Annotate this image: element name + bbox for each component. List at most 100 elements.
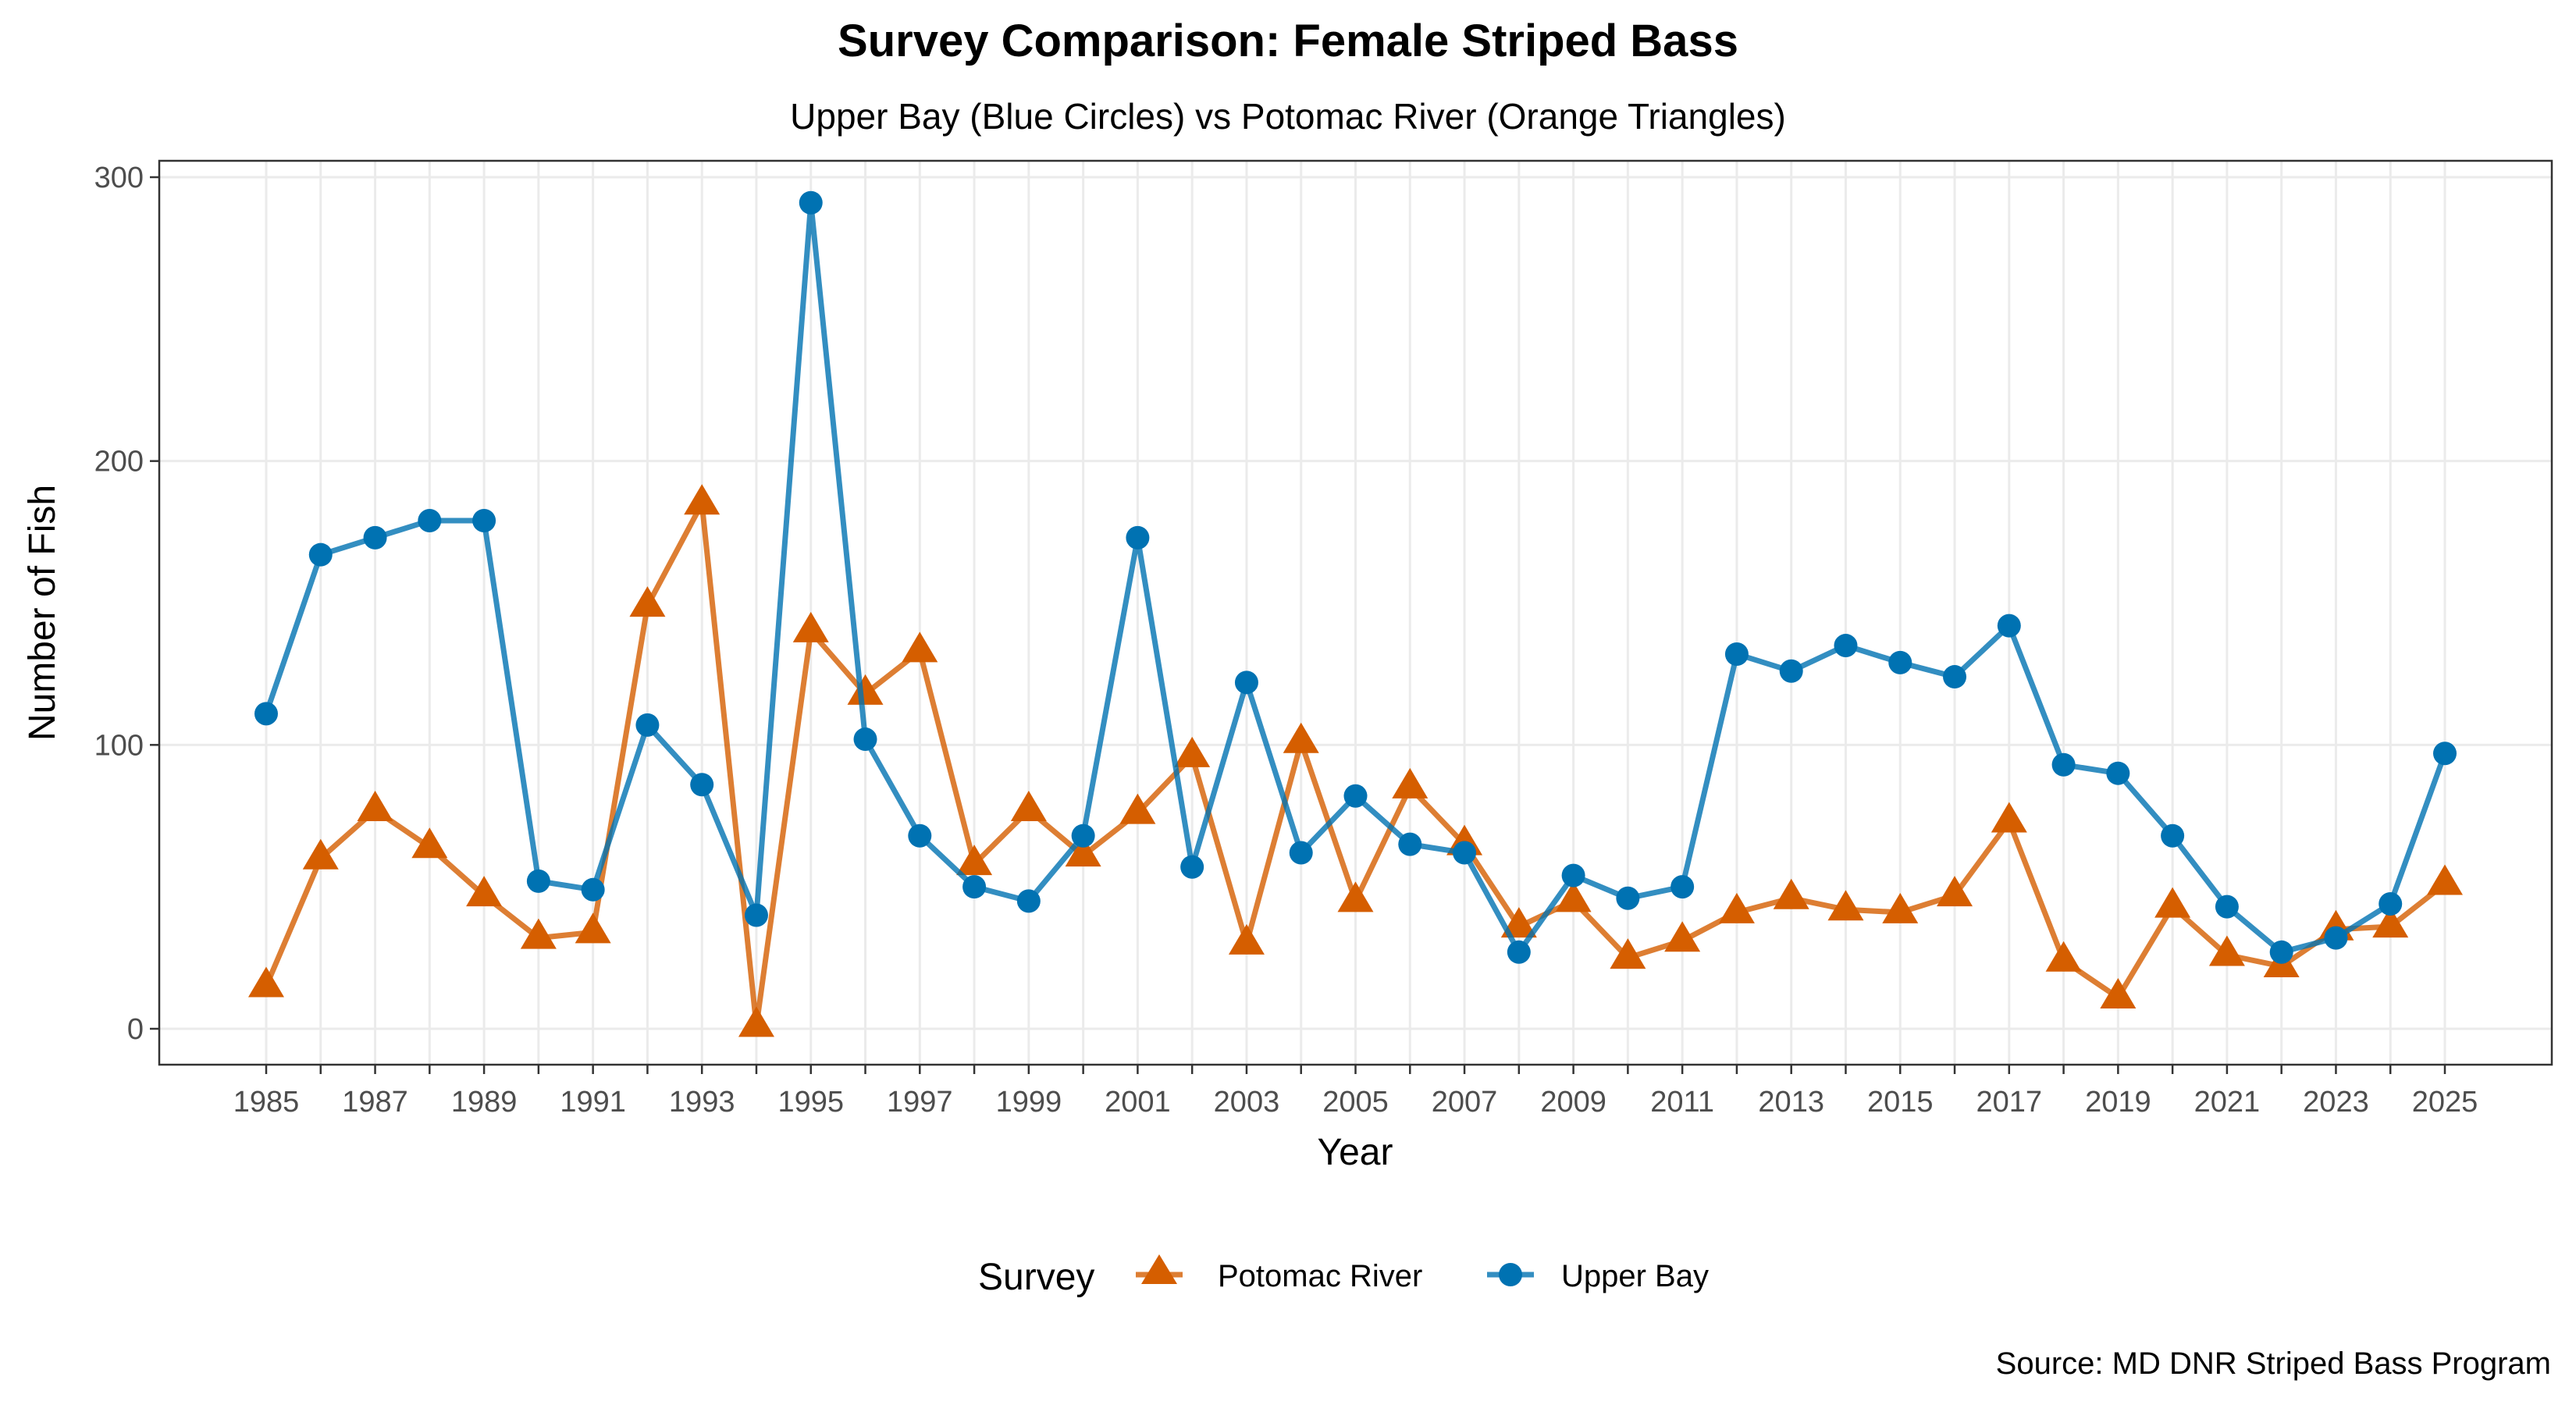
data-point-triangle (684, 484, 720, 515)
data-point-circle (962, 875, 987, 899)
data-point-triangle (248, 966, 284, 998)
data-point-circle (1398, 832, 1422, 856)
x-tick-label: 1991 (560, 1086, 626, 1119)
data-point-circle (799, 190, 823, 215)
data-point-circle (1943, 665, 1967, 689)
caption: Source: MD DNR Striped Bass Program (1996, 1346, 2551, 1381)
x-tick-label: 2019 (2085, 1086, 2151, 1119)
data-point-triangle (2100, 977, 2137, 1008)
x-tick-label: 2001 (1105, 1086, 1171, 1119)
data-point-triangle (1010, 790, 1047, 821)
data-point-circle (1289, 841, 1313, 865)
data-point-circle (690, 773, 714, 797)
data-point-triangle (1174, 736, 1211, 767)
data-point-circle (2269, 940, 2293, 964)
x-tick-label: 2015 (1867, 1086, 1934, 1119)
data-point-circle (1016, 889, 1041, 913)
data-point-circle (472, 509, 496, 533)
x-tick-label: 2023 (2303, 1086, 2369, 1119)
data-point-triangle (2427, 864, 2463, 895)
y-axis-label: Number of Fish (22, 485, 63, 741)
data-point-triangle (956, 845, 993, 876)
x-tick-label: 1999 (996, 1086, 1062, 1119)
data-point-circle (2433, 742, 2457, 766)
data-point-triangle (1283, 722, 1319, 753)
legend-label-potomac: Potomac River (1218, 1259, 1422, 1293)
x-tick-label: 1993 (669, 1086, 735, 1119)
data-point-triangle (1664, 921, 1701, 952)
x-tick-label: 2003 (1214, 1086, 1280, 1119)
x-tick-label: 2013 (1758, 1086, 1824, 1119)
x-tick-label: 2021 (2194, 1086, 2261, 1119)
data-point-triangle (847, 674, 884, 705)
data-point-triangle (1991, 802, 2027, 833)
x-tick-label: 2007 (1432, 1086, 1498, 1119)
data-point-circle (363, 525, 387, 550)
data-point-circle (418, 509, 442, 533)
data-point-triangle (1065, 836, 1101, 867)
data-point-triangle (1119, 793, 1156, 824)
data-point-circle (853, 727, 877, 752)
data-point-triangle (1392, 767, 1429, 799)
series-layer (248, 190, 2463, 1037)
x-tick-label: 1997 (887, 1086, 953, 1119)
data-point-triangle (357, 790, 393, 821)
data-point-circle (254, 702, 278, 726)
x-tick-label: 2025 (2412, 1086, 2478, 1119)
legend-title: Survey (978, 1257, 1094, 1298)
circle-marker-icon (1499, 1263, 1522, 1286)
data-point-triangle (1882, 892, 1919, 923)
data-point-circle (581, 877, 605, 902)
data-point-circle (2324, 926, 2348, 950)
x-tick-label: 1987 (342, 1086, 408, 1119)
data-point-circle (1180, 855, 1204, 879)
data-point-circle (908, 823, 932, 848)
data-point-circle (1834, 634, 1858, 658)
x-tick-label: 1985 (233, 1086, 300, 1119)
x-tick-label: 2009 (1540, 1086, 1606, 1119)
data-point-triangle (466, 876, 503, 907)
data-point-circle (526, 869, 550, 893)
data-point-triangle (1937, 876, 1973, 907)
axes: 0 100 200 300 1985 1987 1989 1991 1993 1995 1997 19… (94, 162, 2478, 1119)
y-tick-label: 300 (94, 162, 144, 194)
data-point-circle (1888, 650, 1912, 674)
data-point-circle (2379, 891, 2403, 916)
data-point-circle (2106, 761, 2130, 785)
data-point-circle (1071, 823, 1095, 848)
data-point-circle (1343, 784, 1368, 808)
data-point-triangle (2045, 941, 2082, 972)
data-point-triangle (302, 838, 339, 870)
data-point-circle (1997, 614, 2021, 638)
data-point-triangle (792, 611, 829, 642)
legend-item-potomac: Potomac River (1136, 1254, 1422, 1293)
grid (159, 161, 2552, 1065)
data-point-circle (1724, 642, 1749, 666)
data-point-circle (1616, 886, 1640, 910)
data-point-triangle (629, 586, 666, 617)
x-tick-label: 1989 (451, 1086, 518, 1119)
data-point-circle (1670, 875, 1695, 899)
chart-subtitle: Upper Bay (Blue Circles) vs Potomac Rive… (790, 96, 1786, 137)
data-point-triangle (1773, 878, 1809, 909)
y-tick-label: 100 (94, 729, 144, 762)
triangle-marker-icon (1141, 1254, 1177, 1284)
data-point-triangle (1500, 907, 1537, 938)
data-point-circle (2161, 823, 2185, 848)
data-point-triangle (1337, 881, 1374, 912)
data-point-triangle (1610, 938, 1646, 969)
data-point-circle (1561, 863, 1585, 887)
data-point-circle (1507, 940, 1531, 964)
data-point-triangle (1228, 923, 1265, 955)
data-point-triangle (575, 912, 611, 944)
data-point-circle (1126, 525, 1150, 550)
data-point-circle (308, 542, 333, 567)
chart-title: Survey Comparison: Female Striped Bass (838, 16, 1738, 66)
series-potomac-river (248, 484, 2463, 1037)
data-point-triangle (520, 918, 557, 949)
data-point-circle (2215, 895, 2239, 919)
data-point-triangle (1827, 890, 1864, 921)
x-tick-label: 2005 (1322, 1086, 1389, 1119)
data-point-triangle (902, 631, 938, 663)
